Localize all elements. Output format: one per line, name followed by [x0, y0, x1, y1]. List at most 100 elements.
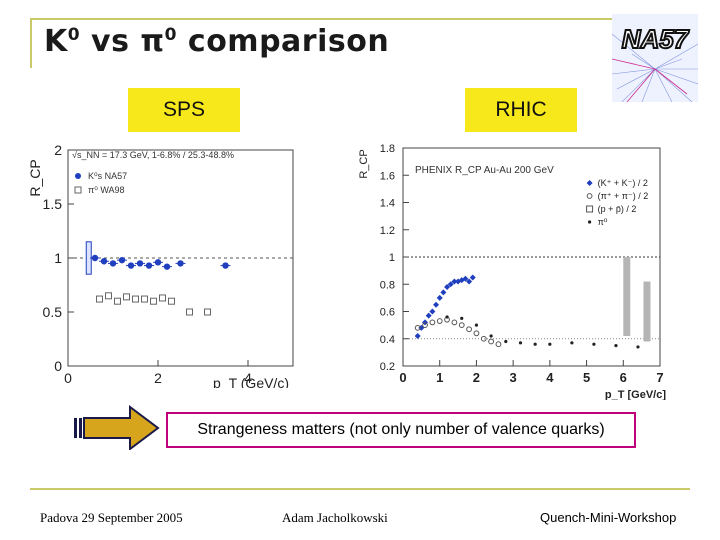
rhic-point: [474, 323, 479, 327]
rhic-point: [445, 315, 449, 319]
rhic-point: [488, 338, 495, 345]
strangeness-note: Strangeness matters (not only number of …: [166, 412, 636, 448]
sps-point: [159, 294, 166, 302]
rhic-y-tick-label: 0.4: [380, 334, 395, 346]
rhic-point: [436, 318, 443, 324]
rhic-annotation: PHENIX R_CP Au-Au 200 GeV: [415, 165, 554, 176]
sps-y-tick-label: 1.5: [43, 196, 63, 212]
rhic-point: [518, 341, 523, 345]
sps-point: [163, 263, 171, 270]
frame-top-line: [30, 18, 630, 20]
sps-y-axis-label: R_CP: [28, 159, 43, 196]
rhic-point: [440, 289, 447, 296]
rhic-x-tick-label: 7: [656, 370, 663, 385]
rhic-point: [570, 341, 574, 345]
rhic-point: [636, 345, 640, 349]
title-sup-k: 0: [67, 25, 81, 45]
rhic-y-tick-label: 0.8: [380, 279, 395, 291]
rhic-point: [444, 283, 451, 290]
rhic-point: [592, 342, 596, 346]
rhic-y-axis-label: R_CP: [358, 149, 370, 178]
sps-point: [123, 293, 130, 301]
sps-point: [168, 297, 175, 305]
rhic-point: [458, 322, 465, 329]
rhic-point: [466, 326, 472, 333]
rhic-point: [466, 278, 473, 285]
sps-point: [127, 262, 135, 269]
rhic-chart: 0.2 0.4 0.6 0.8 1 1.2 1.4 1.6 1.8 0 1 2 3 4 5 6 7 R_CP p_T…: [358, 143, 666, 400]
rhic-point: [480, 335, 487, 342]
rhic-label: RHIC: [465, 88, 577, 132]
sps-point: [118, 256, 126, 264]
rhic-point: [451, 319, 458, 326]
rhic-point: [489, 334, 493, 338]
na57-logo: NA57: [611, 14, 699, 103]
sps-label: SPS: [128, 88, 240, 132]
footer-right: Quench-Mini-Workshop: [540, 510, 677, 525]
sps-point: [100, 258, 108, 265]
sps-point: [141, 295, 148, 303]
rhic-point: [433, 301, 440, 308]
rhic-point: [460, 316, 464, 320]
title-comparison: comparison: [176, 24, 390, 59]
rhic-legend-entry: π⁰: [598, 217, 608, 227]
sps-point: [204, 308, 211, 316]
rhic-y-tick-label: 0.2: [380, 361, 395, 373]
rhic-point: [429, 308, 436, 315]
rhic-legend-marker: [587, 220, 592, 224]
rhic-point: [533, 342, 537, 346]
rhic-point: [473, 330, 480, 337]
sps-point: [132, 295, 139, 303]
rhic-x-tick-label: 1: [436, 370, 443, 385]
title-vs-pi: vs π: [80, 24, 165, 59]
rhic-point: [425, 312, 432, 319]
rhic-point: [614, 343, 618, 348]
rhic-syst-bar-b: [643, 281, 651, 342]
rhic-legend-entry: (π⁺ + π⁻) / 2: [598, 191, 649, 201]
rhic-x-tick-label: 5: [583, 370, 590, 385]
sps-point: [96, 295, 103, 303]
rhic-y-tick-label: 1.8: [380, 143, 395, 155]
rhic-legend-marker: [586, 193, 593, 199]
sps-point: [136, 260, 144, 267]
sps-frame: [67, 149, 294, 367]
sps-y-tick-label: 0.5: [43, 304, 63, 320]
title-k: K: [44, 24, 68, 59]
frame-bottom-line: [30, 488, 690, 490]
rhic-point: [429, 319, 436, 326]
sps-x-axis-label: p_T (GeV/c): [213, 375, 289, 388]
sps-point: [222, 262, 229, 269]
rhic-legend-entry: (K⁺ + K⁻) / 2: [598, 178, 648, 188]
title-sup-pi: 0: [164, 25, 177, 45]
sps-legend-pi0: π⁰ WA98: [88, 185, 125, 195]
rhic-legend-marker: [586, 180, 593, 186]
sps-y-tick-label: 0: [54, 358, 62, 374]
rhic-point: [462, 275, 469, 282]
rhic-y-tick-label: 0.6: [380, 307, 395, 319]
sps-legend-k0s: K⁰s NA57: [88, 171, 127, 181]
rhic-x-tick-label: 6: [620, 370, 627, 385]
rhic-x-tick-label: 2: [473, 370, 480, 385]
slide-title: K0 vs π0 comparison: [44, 24, 389, 59]
sps-point: [105, 292, 112, 300]
sps-y-tick-label: 1: [54, 250, 62, 266]
rhic-x-axis-label: p_T [GeV/c]: [605, 389, 666, 400]
sps-x-tick-label: 4: [244, 370, 252, 386]
footer-center: Adam Jacholkowski: [282, 510, 388, 525]
sps-point: [177, 260, 184, 267]
rhic-legend-marker: [586, 205, 594, 213]
rhic-x-tick-label: 4: [546, 370, 554, 385]
sps-point: [91, 254, 99, 262]
rhic-x-tick-label: 3: [510, 370, 517, 385]
rhic-point: [414, 333, 421, 340]
rhic-point: [447, 281, 454, 288]
rhic-syst-bar-a: [623, 257, 631, 337]
sps-point: [114, 297, 121, 305]
rhic-point: [504, 339, 508, 344]
rhic-x-tick-label: 0: [399, 370, 406, 385]
rhic-point: [436, 294, 443, 301]
sps-point: [145, 262, 153, 269]
rhic-y-tick-label: 1.6: [380, 170, 395, 182]
rhic-point: [495, 341, 502, 348]
rhic-point: [414, 324, 421, 331]
